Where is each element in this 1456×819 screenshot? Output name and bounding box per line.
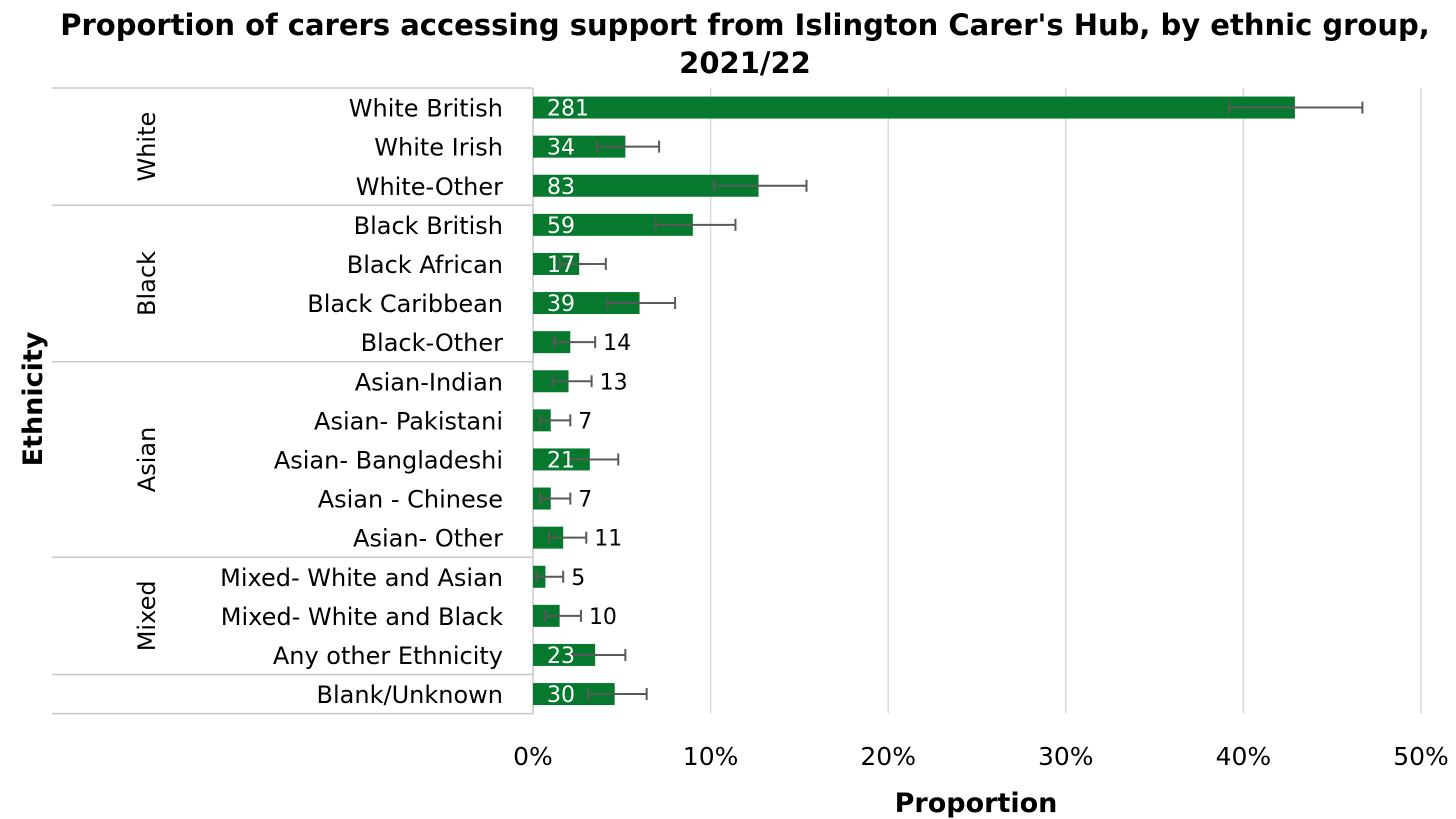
bar bbox=[533, 331, 571, 354]
x-tick-labels: 0% 10% 20% 30% 40% 50% bbox=[513, 742, 1449, 771]
group-label: Mixed bbox=[133, 580, 161, 651]
data-label: 34 bbox=[547, 136, 575, 161]
bar bbox=[533, 683, 615, 706]
data-label: 17 bbox=[547, 253, 575, 278]
x-tick-label: 10% bbox=[683, 742, 739, 771]
x-tick-label: 40% bbox=[1216, 742, 1272, 771]
category-label: Any other Ethnicity bbox=[273, 642, 503, 670]
bar bbox=[533, 174, 759, 197]
x-tick-label: 50% bbox=[1393, 742, 1449, 771]
group-label: Asian bbox=[133, 427, 161, 493]
error-bars bbox=[535, 101, 1364, 701]
data-label: 23 bbox=[547, 644, 575, 669]
bar bbox=[533, 213, 693, 236]
category-label: Mixed- White and Asian bbox=[220, 564, 503, 592]
bar bbox=[533, 370, 569, 393]
data-label: 83 bbox=[547, 175, 575, 200]
category-label: Black British bbox=[354, 212, 503, 240]
category-labels: White British White Irish White-Other Black… bbox=[220, 95, 504, 709]
category-label: Blank/Unknown bbox=[317, 681, 503, 709]
category-label: Asian - Chinese bbox=[318, 486, 503, 514]
bar bbox=[533, 292, 640, 315]
x-tick-label: 20% bbox=[860, 742, 916, 771]
category-label: Asian- Other bbox=[353, 525, 503, 553]
bar bbox=[533, 252, 580, 275]
category-label: White-Other bbox=[356, 173, 503, 201]
data-label: 281 bbox=[547, 97, 589, 122]
category-label: Black-Other bbox=[361, 329, 504, 357]
data-label: 21 bbox=[547, 448, 575, 473]
category-label: Asian-Indian bbox=[355, 368, 503, 396]
data-label: 39 bbox=[547, 292, 575, 317]
data-label: 5 bbox=[571, 566, 585, 591]
category-label: White British bbox=[349, 95, 503, 123]
category-label: Mixed- White and Black bbox=[221, 603, 503, 631]
category-label: Black African bbox=[347, 251, 503, 279]
chart-title: Proportion of carers accessing support f… bbox=[60, 8, 1430, 80]
category-label: Asian- Pakistani bbox=[314, 407, 503, 435]
bar bbox=[533, 448, 590, 471]
data-label: 7 bbox=[578, 488, 592, 513]
group-label: White bbox=[133, 112, 161, 182]
bar bbox=[533, 135, 626, 158]
grid-lines bbox=[709, 88, 1422, 714]
category-label: White Irish bbox=[374, 134, 503, 162]
x-tick-label: 30% bbox=[1038, 742, 1094, 771]
bars bbox=[533, 96, 1295, 706]
x-axis-title: Proportion bbox=[895, 788, 1058, 819]
data-label: 30 bbox=[547, 683, 575, 708]
data-label: 10 bbox=[589, 605, 617, 630]
group-label: Black bbox=[133, 251, 161, 316]
category-label: Black Caribbean bbox=[307, 290, 503, 318]
data-label: 13 bbox=[600, 370, 628, 395]
category-label: Asian- Bangladeshi bbox=[274, 446, 503, 474]
y-axis-title: Ethnicity bbox=[18, 331, 49, 466]
group-labels: White Black Asian Mixed bbox=[133, 112, 161, 652]
data-label: 59 bbox=[547, 214, 575, 239]
bar bbox=[533, 96, 1295, 119]
data-label: 7 bbox=[578, 409, 592, 434]
data-label: 11 bbox=[594, 527, 622, 552]
x-tick-label: 0% bbox=[513, 742, 553, 771]
data-label: 14 bbox=[603, 331, 631, 356]
bar bbox=[533, 643, 596, 666]
